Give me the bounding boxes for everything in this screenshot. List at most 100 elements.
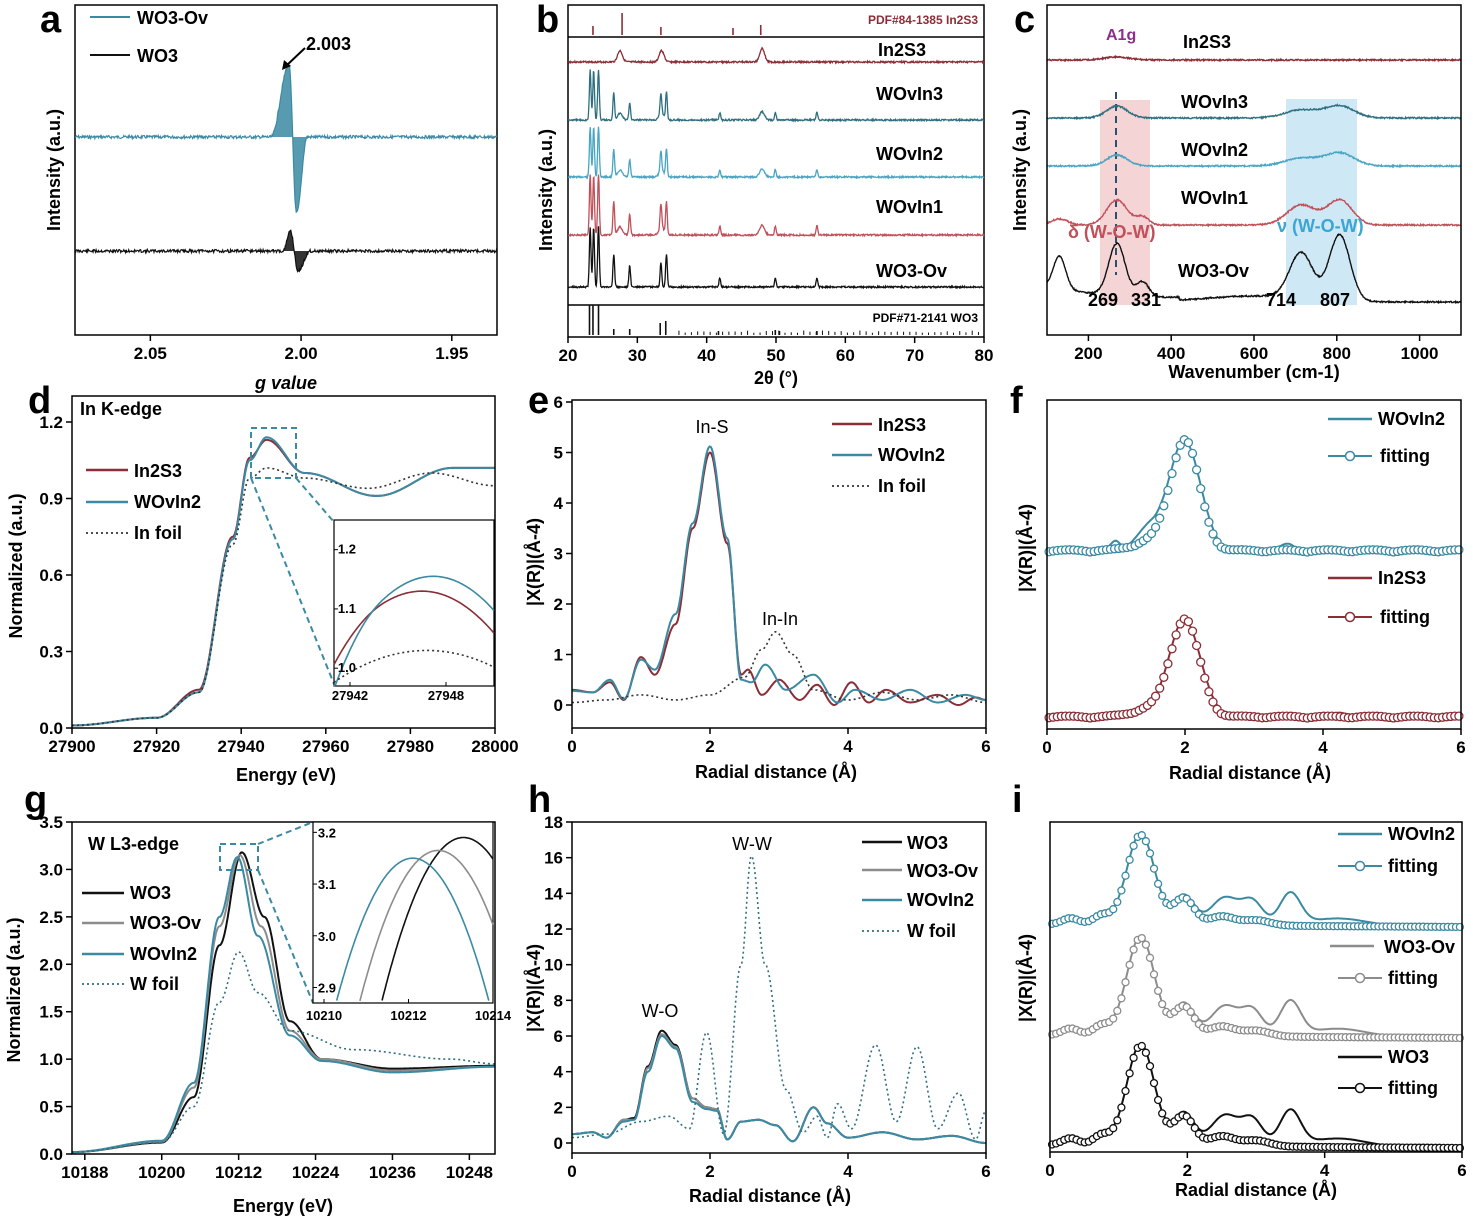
panel-i: i WOvIn2 fitting WO3-Ov fitting WO3 fitt… xyxy=(1012,779,1467,1200)
panel-g: g W L3-edge 10210 10212 102142.93.03.13.2 … xyxy=(4,779,512,1216)
fit-marker xyxy=(1183,616,1194,627)
x-tick-label: 28000 xyxy=(471,737,518,756)
x-axis-ticks: 2.05 2.00 1.95 xyxy=(134,335,468,363)
y-tick-label: 16 xyxy=(544,849,563,868)
xanes-line-w-foil xyxy=(72,951,495,1153)
x-axis-label: g value xyxy=(254,373,317,393)
fit-marker xyxy=(1129,945,1138,954)
y-tick-label: 4 xyxy=(554,1063,564,1082)
x-tick-label: 6 xyxy=(981,1162,990,1181)
legend-marker-fit1 xyxy=(1344,450,1356,462)
annotation-in-s: In-S xyxy=(695,417,728,437)
fit-marker xyxy=(1208,529,1218,539)
annotation-in-in: In-In xyxy=(762,609,798,629)
zoom-connector xyxy=(257,869,314,1004)
legend-in-foil: In foil xyxy=(878,476,926,496)
fit-marker xyxy=(1113,897,1122,907)
panel-a-frame xyxy=(74,4,498,336)
zoom-box xyxy=(250,427,297,479)
zoom-connector xyxy=(257,821,314,845)
x-tick-label: 0 xyxy=(567,737,576,756)
zoom-connector xyxy=(295,477,335,523)
y-tick-label: 2 xyxy=(554,1098,563,1117)
fit-marker xyxy=(1186,898,1195,908)
x-axis-label: Energy (eV) xyxy=(236,765,336,785)
panel-i-frame xyxy=(1049,821,1463,1153)
panel-d: d In K-edge 27942 27948 1.0 1.1 1.2 In2S3 WO… xyxy=(6,380,519,785)
axis-ticks: 0 2 4 6 xyxy=(1045,1152,1467,1180)
fit-marker xyxy=(1146,528,1157,539)
fit-marker xyxy=(1137,831,1146,840)
x-tick-label: 30 xyxy=(628,346,647,365)
fit-marker xyxy=(1190,1014,1199,1023)
y-tick-label: 3.0 xyxy=(39,860,63,879)
ref-label-in2s3: PDF#84-1385 In2S3 xyxy=(868,13,978,27)
panel-f-label: f xyxy=(1010,380,1023,422)
x-tick-label: 2 xyxy=(705,1162,714,1181)
edge-label: In K-edge xyxy=(80,399,162,419)
x-tick-label: 2 xyxy=(705,737,714,756)
y-axis-label: Intensity (a.u.) xyxy=(1010,109,1030,231)
label-wo3-ov: WO3-Ov xyxy=(876,261,947,281)
panel-a: a WO3-Ov WO3 2.003 2.05 2.00 1.95 Intensit… xyxy=(40,0,498,393)
legend-in-foil: In foil xyxy=(134,523,182,543)
x-tick-label: 6 xyxy=(1456,738,1465,757)
band-delta-wow xyxy=(1100,100,1150,305)
fit-marker xyxy=(1145,1061,1155,1071)
legend-wovin2: WOvIn2 xyxy=(134,492,201,512)
x-tick-label: 10188 xyxy=(61,1163,108,1182)
fit-marker xyxy=(1187,626,1198,636)
ref-label-wo3: PDF#71-2141 WO3 xyxy=(873,311,979,325)
x-tick-label: 0 xyxy=(1045,1161,1054,1180)
fit-marker xyxy=(1158,1109,1167,1118)
fit-marker xyxy=(1117,994,1126,1003)
raman-line-0 xyxy=(1046,54,1462,63)
inset-line-1 xyxy=(359,849,494,1002)
fit-marker xyxy=(1159,501,1169,511)
x-tick-label: 400 xyxy=(1157,344,1185,363)
fit-marker xyxy=(1158,891,1167,900)
inset-frame xyxy=(333,519,495,687)
x-axis-label: Radial distance (Å) xyxy=(1175,1180,1337,1200)
legend-marker-fit2 xyxy=(1354,972,1366,984)
panel-f: f WOvIn2 fitting In2S3 fitting 0 2 4 6 |X(R… xyxy=(1010,380,1466,783)
fit-marker xyxy=(1163,485,1173,496)
epr-fill-wo3-ov xyxy=(270,65,308,213)
band-nu-wow xyxy=(1286,99,1357,305)
x-tick-label: 0 xyxy=(1042,738,1051,757)
y-tick-label: 3.5 xyxy=(39,813,63,832)
x-tick-label: 800 xyxy=(1323,344,1351,363)
exafs-line-in-foil xyxy=(572,630,986,704)
xrd-line-wovin1 xyxy=(567,174,985,239)
fit-marker xyxy=(1155,683,1165,693)
x-tick-label: 10200 xyxy=(138,1163,185,1182)
axis-ticks: 27900 27920 27940 27960 27980 28000 0.0 0.3 0.6 0… xyxy=(39,413,518,756)
y-tick-label: 12 xyxy=(544,920,563,939)
fit-marker xyxy=(1186,1007,1195,1017)
y-tick-label: 6 xyxy=(554,393,563,412)
fit-marker xyxy=(1150,691,1161,701)
inset-tick-label: 3.2 xyxy=(318,825,336,840)
raman-line-2 xyxy=(1046,150,1462,169)
fit-marker xyxy=(1149,970,1159,979)
x-tick-label: 1000 xyxy=(1401,344,1439,363)
legend-marker-fit1 xyxy=(1354,860,1366,872)
panel-g-label: g xyxy=(24,779,47,821)
y-tick-label: 0 xyxy=(554,1134,563,1153)
inset-curves: 27942 27948 1.0 1.1 1.2 xyxy=(332,542,495,703)
inset-tick-label: 1.1 xyxy=(338,601,356,616)
exp-line-1 xyxy=(1046,618,1462,720)
x-tick-label: 6 xyxy=(981,737,990,756)
x-tick-label: 27920 xyxy=(133,737,180,756)
band-nu-label: ν (W-O-W) xyxy=(1277,216,1364,236)
fit-marker xyxy=(1186,1117,1195,1126)
ft-exafs-curves xyxy=(571,854,987,1144)
xanes-curves xyxy=(72,436,495,727)
x-axis-label: Radial distance (Å) xyxy=(689,1186,851,1206)
x-tick-label: 10212 xyxy=(215,1163,262,1182)
panel-i-label: i xyxy=(1012,779,1023,821)
x-tick-label: 20 xyxy=(559,346,578,365)
raman-line-3 xyxy=(1046,197,1462,228)
x-tick-label: 27900 xyxy=(48,737,95,756)
